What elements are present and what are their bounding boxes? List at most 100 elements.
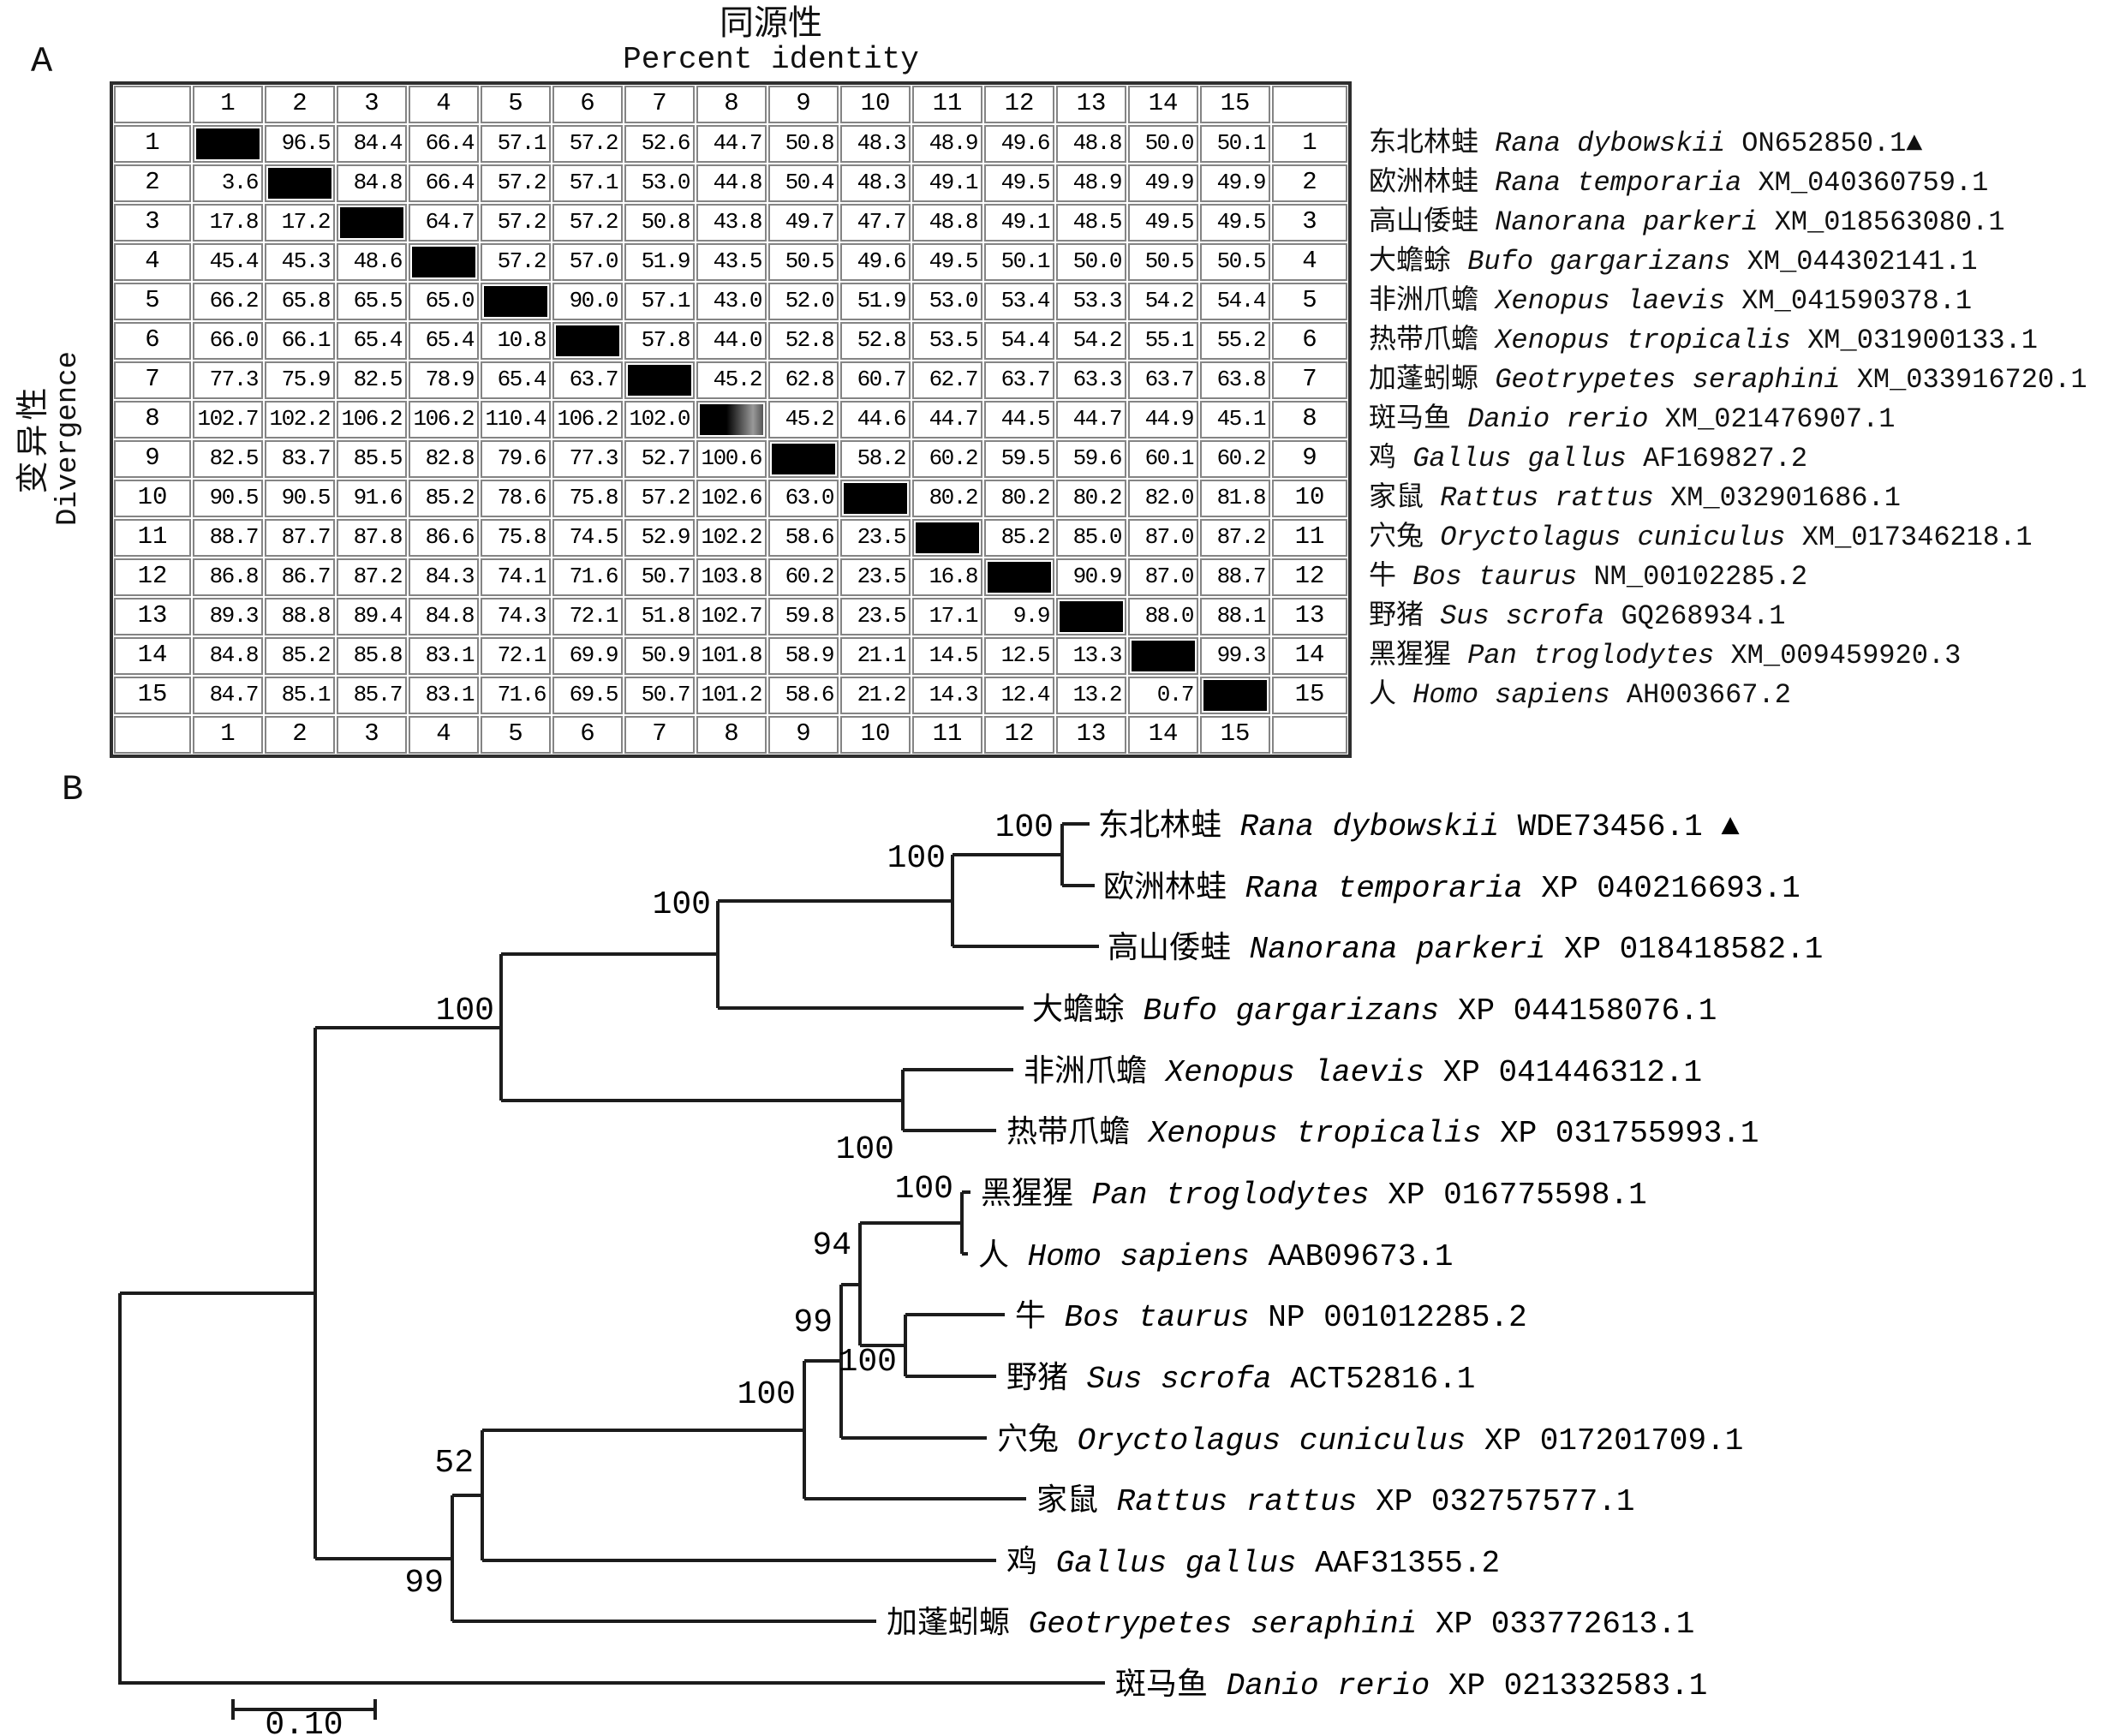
matrix-cell: 49.7 — [768, 204, 839, 242]
matrix-cell: 14.5 — [912, 637, 982, 675]
matrix-row-number: 10 — [1272, 480, 1347, 517]
matrix-cell: 52.6 — [624, 125, 695, 163]
matrix-cell: 66.0 — [193, 322, 263, 360]
matrix-col-header: 9 — [768, 86, 839, 123]
matrix-row-number: 15 — [114, 677, 191, 714]
matrix-cell: 53.4 — [984, 283, 1054, 320]
tree-branches — [118, 822, 1105, 1685]
matrix-cell: 48.9 — [912, 125, 982, 163]
matrix-corner-cell — [114, 716, 191, 754]
matrix-cell: 65.0 — [409, 283, 479, 320]
matrix-cell: 87.0 — [1128, 519, 1198, 557]
species-label: 黑猩猩 Pan troglodytes XM_009459920.3 — [1369, 640, 1962, 671]
matrix-cell: 49.9 — [1200, 164, 1270, 202]
tree-leaf-label: 穴兔 Oryctolagus cuniculus XP 017201709.1 — [997, 1422, 1743, 1459]
diagonal-fill — [988, 562, 1051, 593]
matrix-cell: 59.8 — [768, 598, 839, 635]
matrix-diagonal-cell — [1200, 677, 1270, 714]
matrix-cell: 53.3 — [1056, 283, 1126, 320]
species-label: 野猪 Sus scrofa GQ268934.1 — [1369, 600, 1786, 632]
matrix-cell: 85.2 — [984, 519, 1054, 557]
matrix-cell: 87.8 — [337, 519, 407, 557]
matrix-row-number: 12 — [114, 558, 191, 596]
matrix-cell: 23.5 — [840, 519, 911, 557]
matrix-row-number: 8 — [114, 401, 191, 438]
matrix-col-header: 11 — [912, 86, 982, 123]
matrix-cell: 9.9 — [984, 598, 1054, 635]
matrix-col-footer: 15 — [1200, 716, 1270, 754]
matrix-cell: 65.4 — [337, 322, 407, 360]
species-label: 大蟾蜍 Bufo gargarizans XM_044302141.1 — [1369, 246, 1978, 277]
matrix-col-footer: 4 — [409, 716, 479, 754]
matrix-cell: 78.9 — [409, 361, 479, 399]
matrix-cell: 85.8 — [337, 637, 407, 675]
matrix-diagonal-cell — [1128, 637, 1198, 675]
matrix-row-number: 15 — [1272, 677, 1347, 714]
matrix-cell: 86.6 — [409, 519, 479, 557]
matrix-diagonal-cell — [193, 125, 263, 163]
matrix-cell: 45.4 — [193, 243, 263, 281]
matrix-cell: 44.7 — [912, 401, 982, 438]
matrix-cell: 60.2 — [912, 440, 982, 478]
matrix-cell: 106.2 — [552, 401, 623, 438]
matrix-cell: 82.0 — [1128, 480, 1198, 517]
matrix-cell: 44.5 — [984, 401, 1054, 438]
matrix-diagonal-cell — [481, 283, 551, 320]
species-label: 牛 Bos taurus NM_00102285.2 — [1369, 561, 1808, 593]
matrix-col-footer: 10 — [840, 716, 911, 754]
matrix-cell: 57.1 — [552, 164, 623, 202]
matrix-diagonal-cell — [696, 401, 767, 438]
matrix-cell: 84.8 — [337, 164, 407, 202]
matrix-cell: 102.7 — [696, 598, 767, 635]
matrix-cell: 43.8 — [696, 204, 767, 242]
matrix-cell: 101.8 — [696, 637, 767, 675]
tree-leaf-label: 大蟾蜍 Bufo gargarizans XP 044158076.1 — [1032, 992, 1717, 1029]
matrix-cell: 74.5 — [552, 519, 623, 557]
matrix-cell: 77.3 — [552, 440, 623, 478]
matrix-row-number: 13 — [1272, 598, 1347, 635]
matrix-cell: 50.8 — [624, 204, 695, 242]
matrix-cell: 49.6 — [840, 243, 911, 281]
matrix-col-header: 7 — [624, 86, 695, 123]
tree-leaf-label: 东北林蛙 Rana dybowskii WDE73456.1 ▲ — [1098, 808, 1740, 844]
matrix-cell: 50.1 — [1200, 125, 1270, 163]
matrix-cell: 87.7 — [265, 519, 335, 557]
matrix-col-header: 2 — [265, 86, 335, 123]
matrix-col-footer: 3 — [337, 716, 407, 754]
matrix-cell: 86.7 — [265, 558, 335, 596]
matrix-cell: 57.8 — [624, 322, 695, 360]
matrix-cell: 50.7 — [624, 558, 695, 596]
matrix-cell: 55.2 — [1200, 322, 1270, 360]
matrix-cell: 48.9 — [1056, 164, 1126, 202]
matrix-cell: 63.7 — [552, 361, 623, 399]
matrix-cell: 51.8 — [624, 598, 695, 635]
matrix-cell: 57.2 — [481, 164, 551, 202]
species-label: 高山倭蛙 Nanorana parkeri XM_018563080.1 — [1369, 206, 2005, 238]
matrix-cell: 85.7 — [337, 677, 407, 714]
matrix-cell: 48.6 — [337, 243, 407, 281]
matrix-cell: 51.9 — [624, 243, 695, 281]
identity-divergence-matrix: 1 2 3 4 5 6 7 8 9 10 11 12 13 14 15 1 96.5 84.4 66.4 57.1 57… — [110, 81, 1352, 758]
matrix-col-footer: 7 — [624, 716, 695, 754]
matrix-row-number: 4 — [1272, 243, 1347, 281]
matrix-row-number: 6 — [114, 322, 191, 360]
matrix-cell: 66.4 — [409, 125, 479, 163]
matrix-diagonal-cell — [337, 204, 407, 242]
matrix-cell: 44.7 — [1056, 401, 1126, 438]
matrix-cell: 50.0 — [1128, 125, 1198, 163]
matrix-diagonal-cell — [624, 361, 695, 399]
matrix-cell: 43.0 — [696, 283, 767, 320]
species-label: 东北林蛙 Rana dybowskii ON652850.1▲ — [1369, 128, 1923, 159]
matrix-row-number: 14 — [1272, 637, 1347, 675]
matrix-cell: 102.2 — [265, 401, 335, 438]
matrix-cell: 77.3 — [193, 361, 263, 399]
matrix-cell: 89.4 — [337, 598, 407, 635]
matrix-cell: 101.2 — [696, 677, 767, 714]
matrix-cell: 12.4 — [984, 677, 1054, 714]
matrix-cell: 57.2 — [481, 243, 551, 281]
bootstrap-value: 94 — [812, 1227, 851, 1264]
diagonal-fill — [772, 444, 835, 474]
matrix-cell: 106.2 — [409, 401, 479, 438]
matrix-cell: 82.8 — [409, 440, 479, 478]
matrix-cell: 87.2 — [1200, 519, 1270, 557]
